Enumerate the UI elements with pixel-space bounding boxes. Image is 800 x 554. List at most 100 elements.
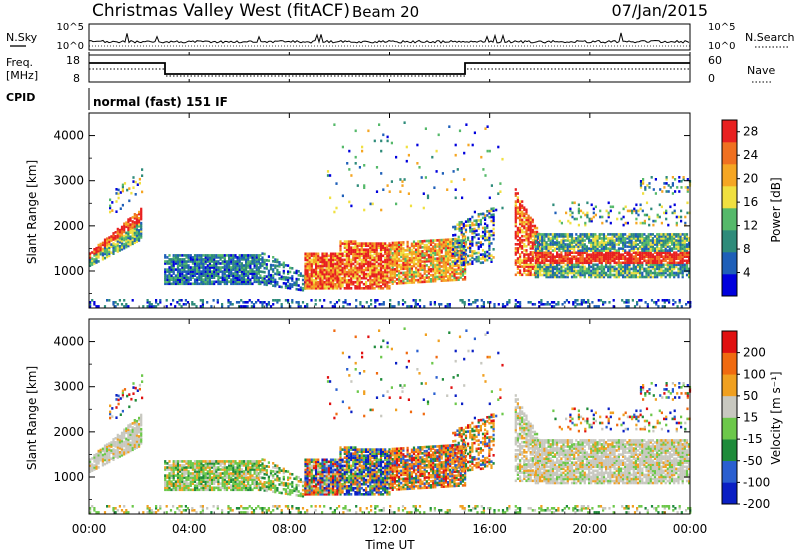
data-cell	[642, 192, 645, 195]
data-cell	[350, 274, 353, 278]
data-cell	[560, 261, 563, 265]
data-cell	[345, 246, 348, 249]
data-cell	[382, 242, 385, 245]
data-cell	[242, 305, 245, 308]
data-cell	[547, 239, 550, 242]
data-cell	[204, 276, 207, 279]
data-cell	[406, 249, 409, 252]
data-cell	[425, 276, 428, 279]
data-cell	[356, 244, 359, 247]
data-cell	[464, 259, 468, 262]
data-cell	[660, 275, 663, 279]
data-cell	[454, 227, 457, 231]
data-cell	[484, 214, 487, 217]
data-cell	[462, 253, 465, 256]
data-cell	[585, 261, 588, 265]
data-cell	[347, 268, 351, 272]
data-cell	[261, 264, 264, 268]
data-cell	[146, 299, 149, 302]
data-cell	[471, 238, 474, 241]
data-cell	[225, 280, 229, 284]
data-cell	[492, 237, 495, 241]
data-cell	[172, 262, 175, 265]
data-cell	[375, 278, 378, 282]
data-cell	[131, 220, 134, 223]
data-cell	[516, 198, 519, 201]
data-cell	[628, 233, 631, 236]
data-cell	[527, 232, 530, 236]
data-cell	[523, 267, 526, 270]
data-cell	[570, 235, 574, 238]
data-cell	[202, 268, 205, 271]
data-cell	[490, 215, 493, 219]
data-cell	[234, 264, 237, 267]
data-cell	[529, 247, 532, 250]
data-cell	[534, 235, 537, 238]
data-cell	[641, 267, 644, 271]
data-cell	[436, 249, 439, 252]
data-cell	[444, 242, 447, 246]
data-cell	[391, 258, 394, 261]
data-cell	[135, 226, 138, 229]
data-cell	[415, 254, 418, 258]
data-cell	[415, 244, 418, 247]
data-cell	[269, 276, 273, 279]
data-cell	[365, 250, 368, 253]
data-cell	[588, 239, 591, 242]
data-cell	[133, 223, 136, 226]
data-cell	[630, 261, 633, 265]
data-cell	[367, 274, 370, 278]
data-cell	[238, 276, 241, 279]
data-cell	[410, 267, 413, 270]
data-cell	[362, 250, 365, 253]
data-cell	[456, 249, 459, 253]
data-cell	[622, 275, 625, 279]
data-cell	[639, 207, 642, 211]
data-cell	[325, 262, 328, 266]
data-cell	[373, 250, 376, 253]
data-cell	[358, 287, 361, 290]
data-cell	[221, 256, 224, 259]
data-cell	[291, 267, 294, 270]
data-cell	[134, 193, 137, 196]
data-cell	[519, 257, 522, 260]
data-cell	[406, 263, 409, 266]
data-cell	[605, 263, 608, 267]
data-cell	[319, 272, 322, 276]
data-cell	[607, 269, 610, 273]
data-cell	[329, 252, 333, 256]
data-cell	[412, 258, 416, 262]
data-cell	[132, 180, 135, 183]
data-cell	[297, 278, 300, 281]
data-cell	[598, 261, 601, 265]
data-cell	[541, 233, 544, 236]
data-cell	[395, 274, 399, 277]
data-cell	[234, 256, 237, 259]
data-cell	[679, 263, 682, 267]
data-cell	[647, 265, 650, 269]
data-cell	[665, 217, 668, 221]
data-cell	[398, 253, 401, 257]
data-cell	[685, 247, 689, 250]
data-cell	[464, 240, 468, 244]
data-cell	[315, 278, 318, 282]
data-cell	[454, 143, 457, 147]
data-cell	[662, 239, 665, 242]
data-cell	[341, 278, 344, 282]
data-cell	[488, 254, 491, 258]
data-cell	[427, 239, 430, 243]
data-cell	[648, 182, 651, 185]
data-cell	[607, 211, 610, 215]
data-cell	[650, 207, 653, 211]
data-cell	[598, 233, 601, 236]
data-cell	[590, 253, 593, 256]
data-cell	[332, 282, 335, 286]
data-cell	[408, 263, 411, 266]
data-cell	[619, 273, 623, 277]
data-cell	[620, 217, 623, 221]
data-cell	[393, 253, 396, 257]
data-cell	[566, 259, 569, 263]
data-cell	[624, 265, 627, 269]
data-cell	[213, 270, 216, 273]
data-cell	[347, 278, 351, 282]
